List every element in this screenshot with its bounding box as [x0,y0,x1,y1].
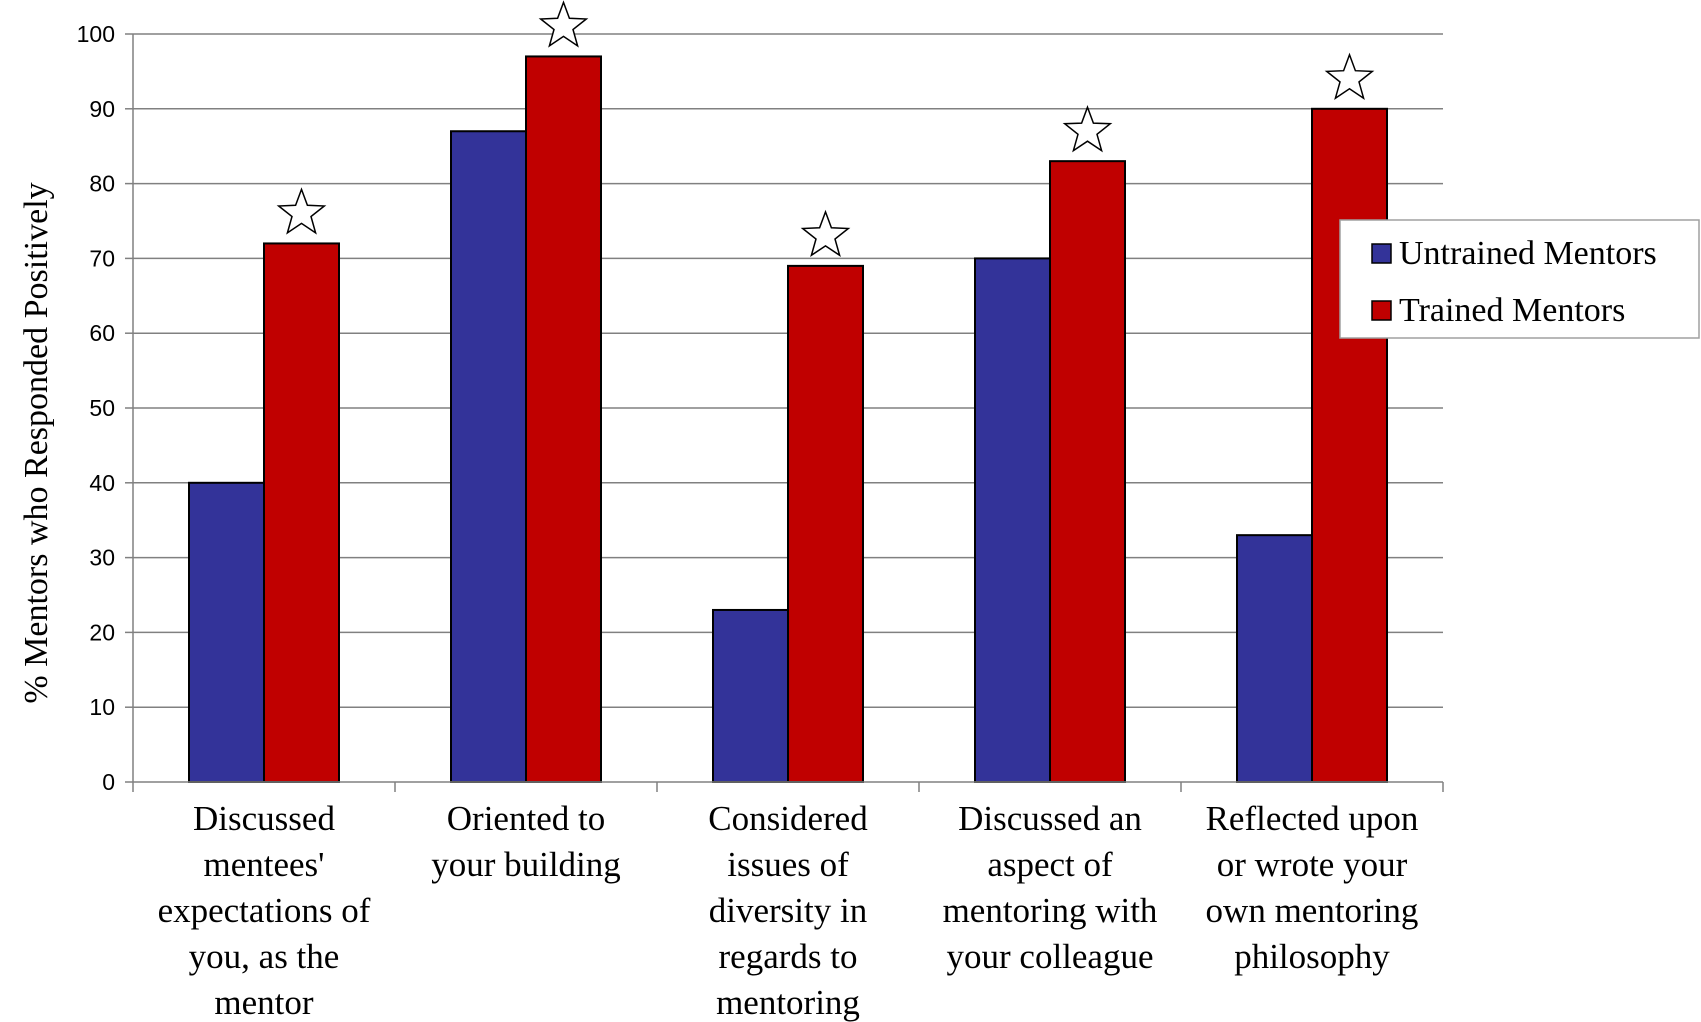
x-category-label-line: your building [431,845,621,884]
legend-swatch [1371,300,1392,321]
legend-label: Trained Mentors [1399,292,1625,329]
x-category-label-line: or wrote your [1217,845,1408,884]
y-tick-label: 100 [77,21,115,47]
x-category-label: Discussed mentees' expectations of you, as … [158,799,371,1022]
star-icon [1062,105,1113,153]
x-category-label-line: own mentoring [1206,891,1419,930]
y-tick-label: 60 [89,320,115,346]
bar-untrained [188,481,265,783]
x-category-label-line: issues of [727,845,849,884]
bar-untrained [974,257,1051,783]
y-tick-label: 20 [89,619,115,645]
x-category-label: Oriented to your building [431,799,621,884]
bar-trained [1049,160,1126,784]
bar-trained [525,55,602,783]
x-category-label: Discussed an aspect of mentoring with your … [943,799,1158,976]
bar-untrained [712,608,789,784]
legend-box [1339,219,1700,339]
x-category-labels: Discussed mentees' expectations of you, as … [158,799,1419,1022]
x-category-label: Considered issues of diversity in regards t… [708,799,868,1022]
star-icon [538,0,589,48]
x-category-label-line: expectations of [158,891,371,930]
y-tick-label: 40 [89,470,115,496]
x-category-label-line: regards to [719,937,858,976]
x-category-label-line: diversity in [709,891,867,930]
x-category-label-line: your colleague [947,937,1154,976]
y-tick-label: 30 [89,545,115,571]
star-icon [1324,52,1375,100]
bars [188,55,1388,784]
x-category-label-line: you, as the [189,937,340,976]
bar-trained [1311,107,1388,784]
y-tick-label: 70 [89,245,115,271]
x-category-label-line: Reflected upon [1206,799,1419,838]
x-category-label-line: mentor [214,983,313,1022]
x-category-label-line: Considered [708,799,868,838]
bar-untrained [450,130,527,784]
y-axis-title: % Mentors who Responded Positively [18,182,55,703]
significance-stars [276,0,1375,258]
bar-trained [263,242,340,783]
bar-untrained [1236,534,1313,783]
legend-label: Untrained Mentors [1399,235,1657,272]
x-category-label: Reflected upon or wrote your own mentoring… [1206,799,1419,976]
x-category-label-line: mentees' [204,845,325,884]
y-tick-labels: 0 10 20 30 40 50 60 70 80 90 100 [77,21,115,795]
x-category-label-line: Discussed [193,799,335,838]
x-category-label-line: philosophy [1234,937,1390,976]
x-category-label-line: Discussed an [958,799,1142,838]
y-tick-label: 90 [89,96,115,122]
y-tick-label: 80 [89,171,115,197]
star-icon [276,187,327,235]
y-tick-label: 0 [102,769,115,795]
x-category-label-line: mentoring with [943,891,1158,930]
x-category-label-line: mentoring [716,983,860,1022]
x-category-label-line: aspect of [987,845,1113,884]
bar-trained [787,264,864,783]
legend: Untrained Mentors Trained Mentors [1339,219,1700,339]
x-category-label-line: Oriented to [447,799,605,838]
y-tick-label: 50 [89,395,115,421]
legend-swatch [1371,243,1392,264]
axes [132,34,1444,792]
star-icon [800,209,851,258]
y-tick-label: 10 [89,694,115,720]
